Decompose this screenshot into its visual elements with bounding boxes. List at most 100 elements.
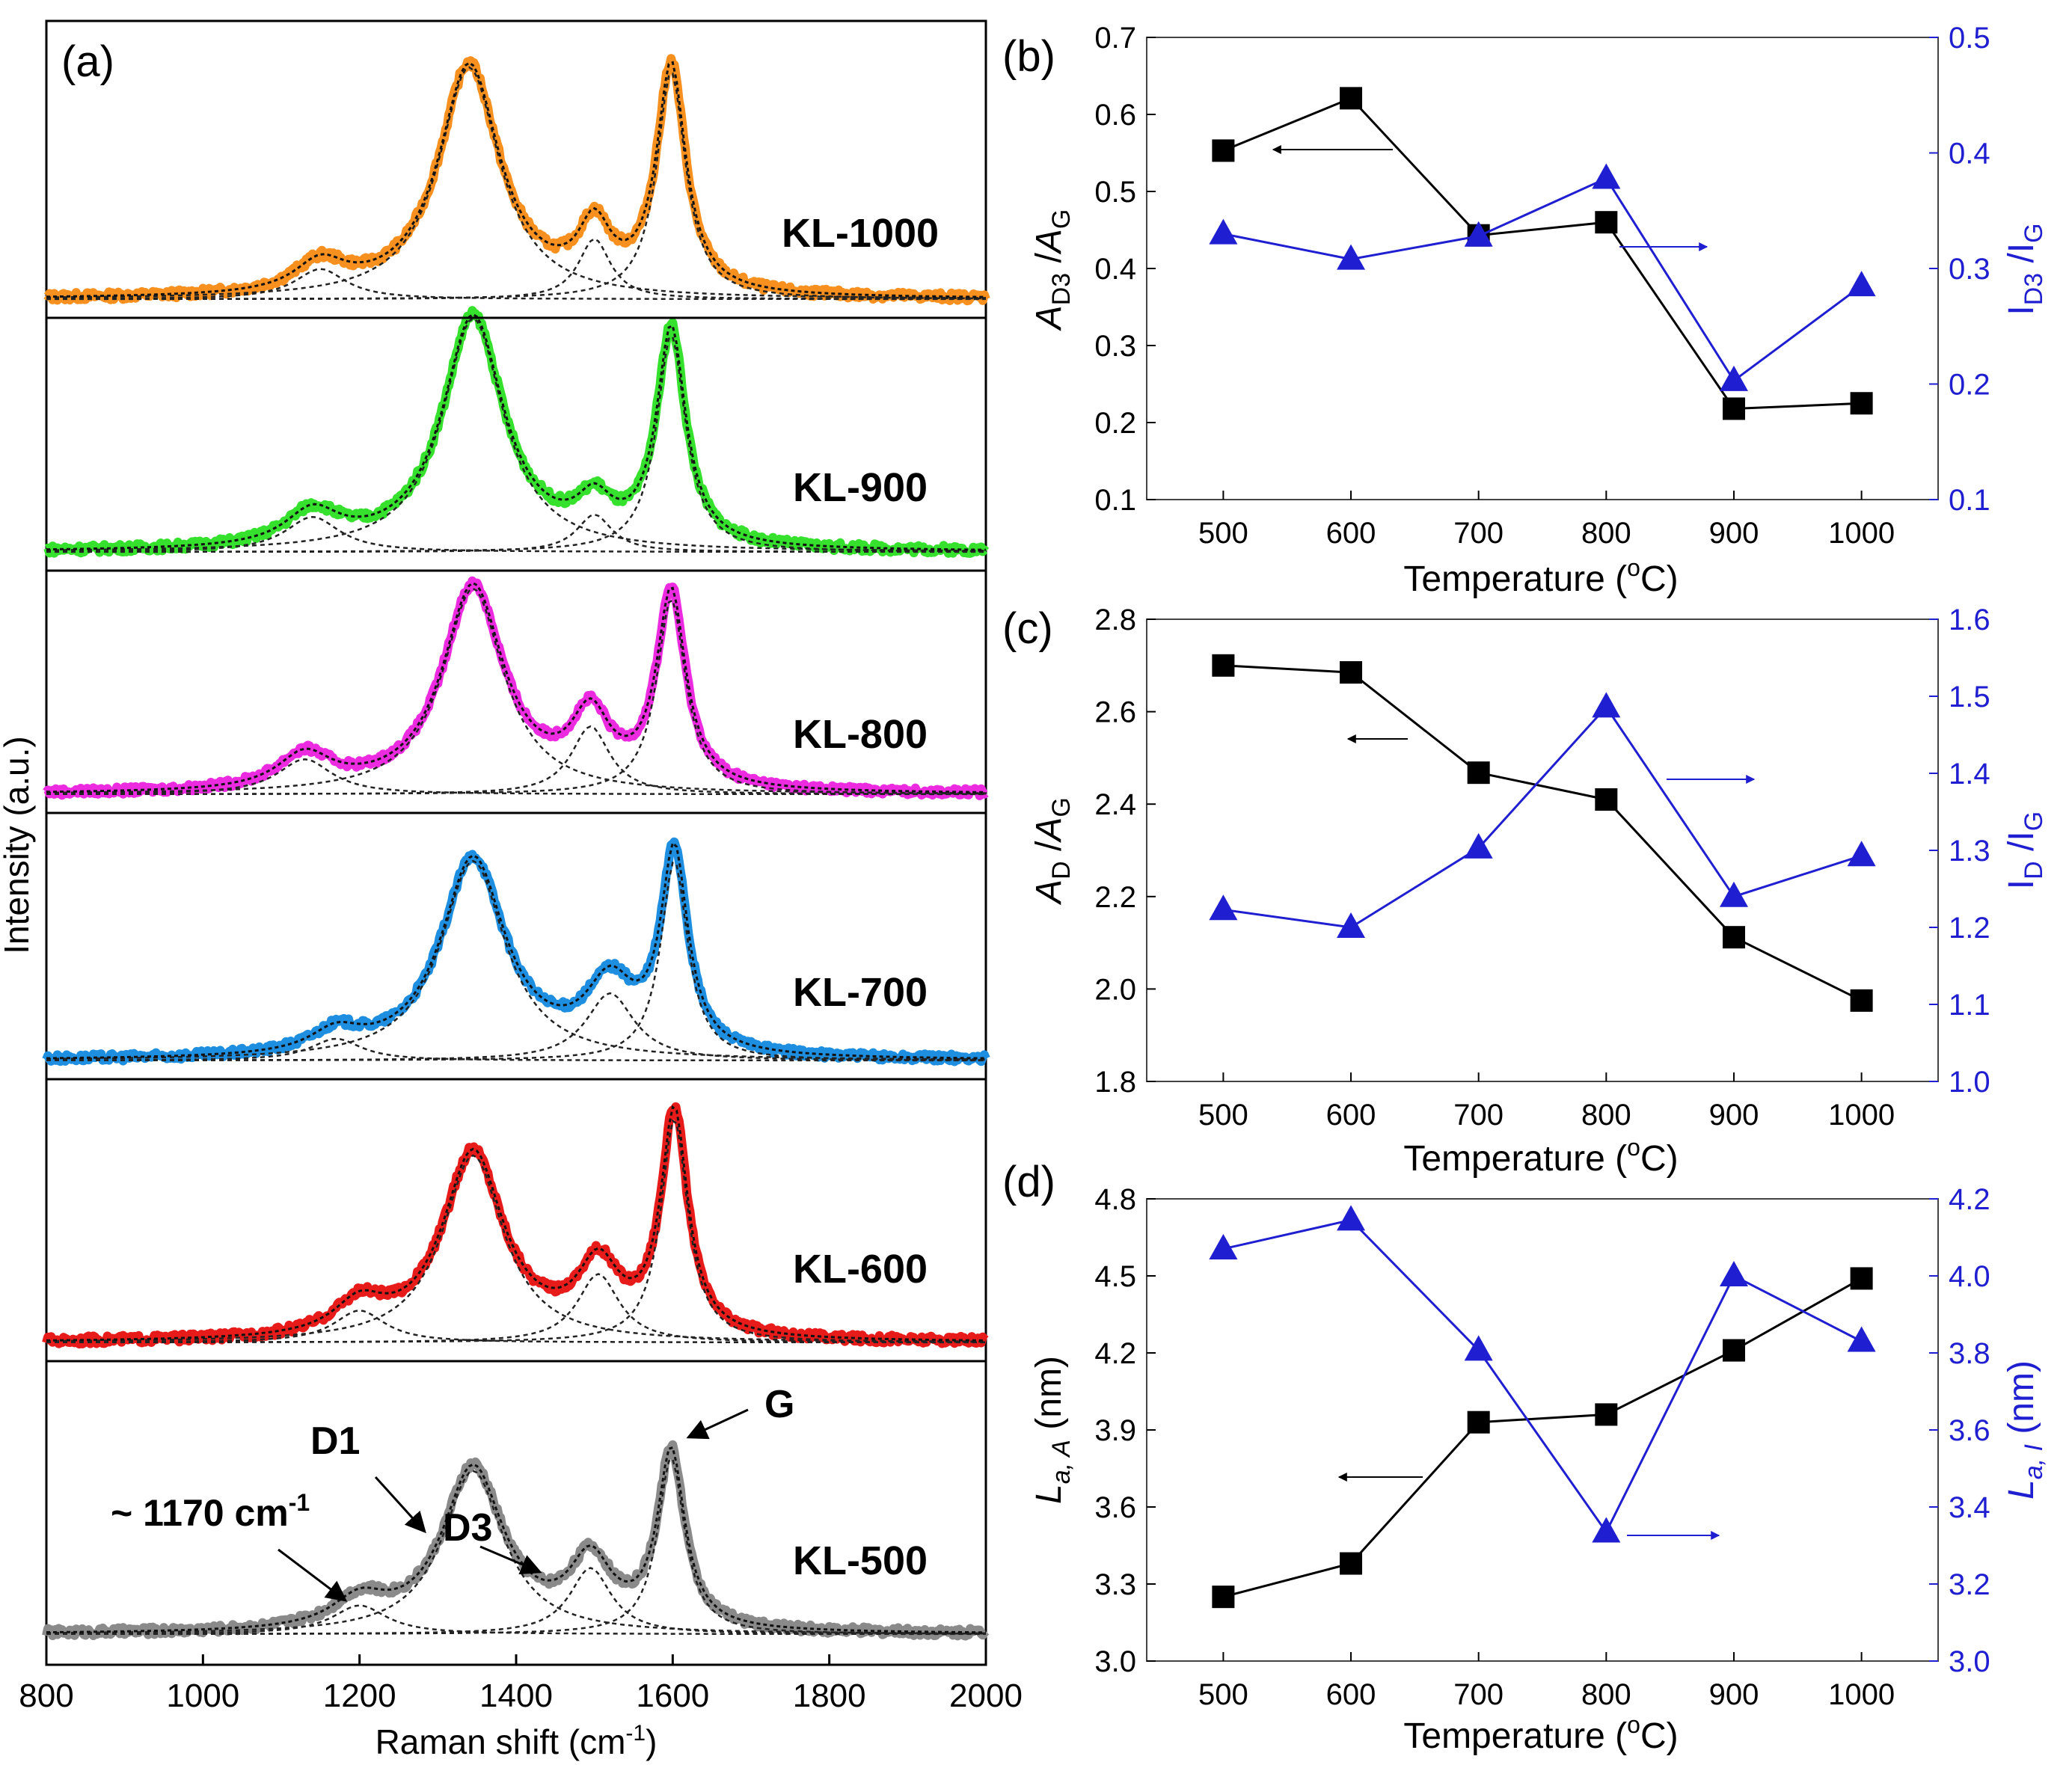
spectrum-label-kl-500: KL-500: [793, 1538, 928, 1583]
panel-c-y-right-title: ID /IG: [2002, 811, 2048, 889]
y-right-tick-label: 1.2: [1949, 912, 1990, 945]
annotation-d3: D3: [443, 1506, 492, 1550]
data-point-triangle: [1464, 1335, 1493, 1361]
annotation-g: G: [764, 1383, 794, 1426]
x-tick-label: 800: [1581, 517, 1631, 550]
fit-peak-g: [46, 1119, 987, 1344]
x-tick-label: 800: [1581, 1099, 1631, 1132]
series-line-square: [1222, 96, 1862, 411]
panel-b-d3-ratio: 500 600 700 800 900 1000 0.1 0.2 0.3 0.4 0.5 0.6 0.7…: [1002, 22, 2048, 599]
data-point-square: [1850, 1267, 1873, 1290]
series-line-square: [1223, 1277, 1863, 1598]
data-point-square: [1467, 761, 1490, 785]
spectrum-data-line: [43, 306, 990, 558]
x-tick-label: 600: [1326, 1678, 1376, 1711]
data-point-square: [1340, 87, 1363, 110]
spectrum-kl-1000: KL-1000: [43, 54, 990, 306]
panel-b-x-axis-title: Temperature (oC): [1403, 554, 1678, 599]
annotation-shoulder-sup: -1: [289, 1489, 310, 1516]
x-tick-label: 1000: [1828, 517, 1895, 550]
y-right-tick-label: 1.3: [1949, 835, 1990, 868]
x-tick-label: 500: [1198, 1099, 1248, 1132]
annotation-d1: D1: [310, 1419, 360, 1463]
fit-peak-g: [46, 1458, 987, 1636]
y-right-tick-label: 0.2: [1949, 369, 1990, 402]
x-tick-label: 1400: [479, 1677, 553, 1714]
data-point-triangle: [1592, 163, 1621, 189]
fit-peak-d1: [46, 317, 987, 552]
series-line-triangle: [1223, 705, 1863, 929]
panel-b-ticks: 500 600 700 800 900 1000 0.1 0.2 0.3 0.4 0.5 0.6 0.7…: [1094, 22, 1990, 550]
y-left-tick-label: 4.5: [1094, 1260, 1136, 1293]
annotation-shoulder: ~ 1170 cm-1: [111, 1489, 310, 1534]
y-left-tick-label: 2.8: [1094, 604, 1136, 636]
panel-c-label: (c): [1002, 604, 1053, 653]
panel-b-series: [1209, 87, 1876, 420]
y-left-tick-label: 4.8: [1094, 1183, 1136, 1216]
y-left-tick-label: 3.9: [1094, 1414, 1136, 1447]
fit-sum-line: [46, 1105, 987, 1342]
panel-d-frame: [1146, 1198, 1939, 1662]
panel-d-crystallite-size: 500 600 700 800 900 1000 3.0 3.3 3.6 3.9 4.2 4.5 4.8…: [1002, 1158, 2048, 1756]
y-left-tick-label: 3.6: [1094, 1491, 1136, 1524]
y-right-tick-label: 0.3: [1949, 253, 1990, 286]
fit-peak-1170: [46, 515, 986, 553]
x-tick-label: 1000: [166, 1677, 239, 1714]
panel-a-x-axis-title: Raman shift (cm-1): [376, 1721, 658, 1761]
data-point-triangle: [1209, 1233, 1238, 1259]
spectrum-label-kl-600: KL-600: [793, 1247, 928, 1292]
data-point-square: [1722, 1339, 1745, 1362]
panel-b-y-right-title: ID3 /IG: [2002, 223, 2048, 315]
y-right-tick-label: 1.0: [1949, 1066, 1990, 1099]
x-tick-label: 800: [19, 1677, 73, 1714]
panel-d-series: [1209, 1205, 1876, 1609]
data-point-triangle: [1337, 1205, 1366, 1231]
panel-c-x-axis-title: Temperature (oC): [1403, 1134, 1678, 1179]
spectrum-kl-500: KL-500: [42, 1360, 990, 1641]
data-point-triangle: [1847, 1326, 1876, 1352]
data-point-triangle: [1847, 841, 1876, 867]
panel-d-label: (d): [1002, 1158, 1055, 1206]
x-tick-label: 600: [1326, 1099, 1376, 1132]
panel-a-raman-spectra: KL-1000 KL-900 KL-800 KL-700 KL-600 KL-500 80…: [0, 19, 1023, 1761]
y-right-tick-label: 0.5: [1949, 22, 1990, 55]
data-point-triangle: [1592, 692, 1621, 718]
fit-sum-line: [46, 581, 986, 794]
fit-peak-d1: [46, 1470, 987, 1635]
y-left-tick-label: 2.6: [1094, 696, 1136, 729]
data-point-square: [1212, 654, 1235, 677]
y-left-tick-label: 0.5: [1094, 176, 1136, 209]
y-left-tick-label: 1.8: [1094, 1066, 1136, 1099]
panel-a-annotations: D1 G D3 ~ 1170 cm-1: [111, 1383, 794, 1602]
y-left-tick-label: 3.0: [1094, 1645, 1136, 1678]
annotation-d1-arrow: [374, 1476, 426, 1534]
y-left-tick-label: 2.0: [1094, 973, 1136, 1006]
fit-peak-g: [46, 599, 986, 796]
panel-c-y-left-title: AD /AG: [1029, 797, 1076, 906]
x-tick-label: 1200: [323, 1677, 396, 1714]
data-point-triangle: [1337, 244, 1366, 270]
panel-a-y-axis-title: Intensity (a.u.): [0, 736, 36, 954]
y-left-tick-label: 0.6: [1094, 99, 1136, 132]
data-point-square: [1467, 1411, 1490, 1434]
annotation-d3-arrow: [479, 1545, 542, 1575]
panel-b-label: (b): [1002, 32, 1055, 81]
x-tick-label: 700: [1453, 1099, 1504, 1132]
spectrum-data-line: [42, 1102, 989, 1349]
spectrum-data-line: [42, 837, 990, 1066]
panel-b-y-left-title: AD3 /AG: [1029, 209, 1076, 332]
spectrum-data-line: [43, 54, 990, 306]
x-tick-label: 1800: [793, 1677, 866, 1714]
series-line-square: [1223, 664, 1863, 1002]
y-right-tick-label: 3.6: [1949, 1414, 1990, 1447]
y-left-tick-label: 0.4: [1094, 253, 1136, 286]
fit-sum-line: [46, 313, 987, 551]
data-point-square: [1340, 1552, 1363, 1575]
x-tick-label: 800: [1581, 1678, 1631, 1711]
x-tick-label: 1000: [1828, 1678, 1895, 1711]
annotation-g-arrow: [686, 1408, 749, 1440]
y-right-tick-label: 3.8: [1949, 1337, 1990, 1370]
y-right-tick-label: 1.4: [1949, 758, 1990, 791]
fit-peak-g: [46, 335, 986, 553]
